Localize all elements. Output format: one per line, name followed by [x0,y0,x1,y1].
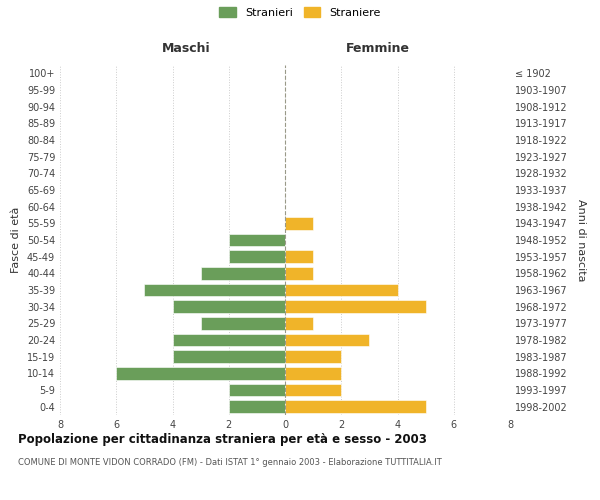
Bar [285,250,313,263]
Bar [285,300,425,313]
Y-axis label: Anni di nascita: Anni di nascita [576,198,586,281]
Bar [200,267,285,280]
Bar [285,284,398,296]
Text: Popolazione per cittadinanza straniera per età e sesso - 2003: Popolazione per cittadinanza straniera p… [18,432,427,446]
Bar [229,234,285,246]
Bar [285,267,313,280]
Bar [173,300,285,313]
Text: COMUNE DI MONTE VIDON CORRADO (FM) - Dati ISTAT 1° gennaio 2003 - Elaborazione T: COMUNE DI MONTE VIDON CORRADO (FM) - Dat… [18,458,442,467]
Bar [285,384,341,396]
Bar [285,217,313,230]
Bar [285,367,341,380]
Bar [229,384,285,396]
Bar [145,284,285,296]
Bar [173,334,285,346]
Y-axis label: Fasce di età: Fasce di età [11,207,21,273]
Bar [200,317,285,330]
Bar [285,400,425,413]
Bar [285,334,370,346]
Bar [173,350,285,363]
Bar [285,317,313,330]
Bar [229,250,285,263]
Bar [116,367,285,380]
Text: Maschi: Maschi [161,42,211,56]
Legend: Stranieri, Straniere: Stranieri, Straniere [215,2,385,22]
Bar [285,350,341,363]
Bar [229,400,285,413]
Text: Femmine: Femmine [346,42,410,56]
